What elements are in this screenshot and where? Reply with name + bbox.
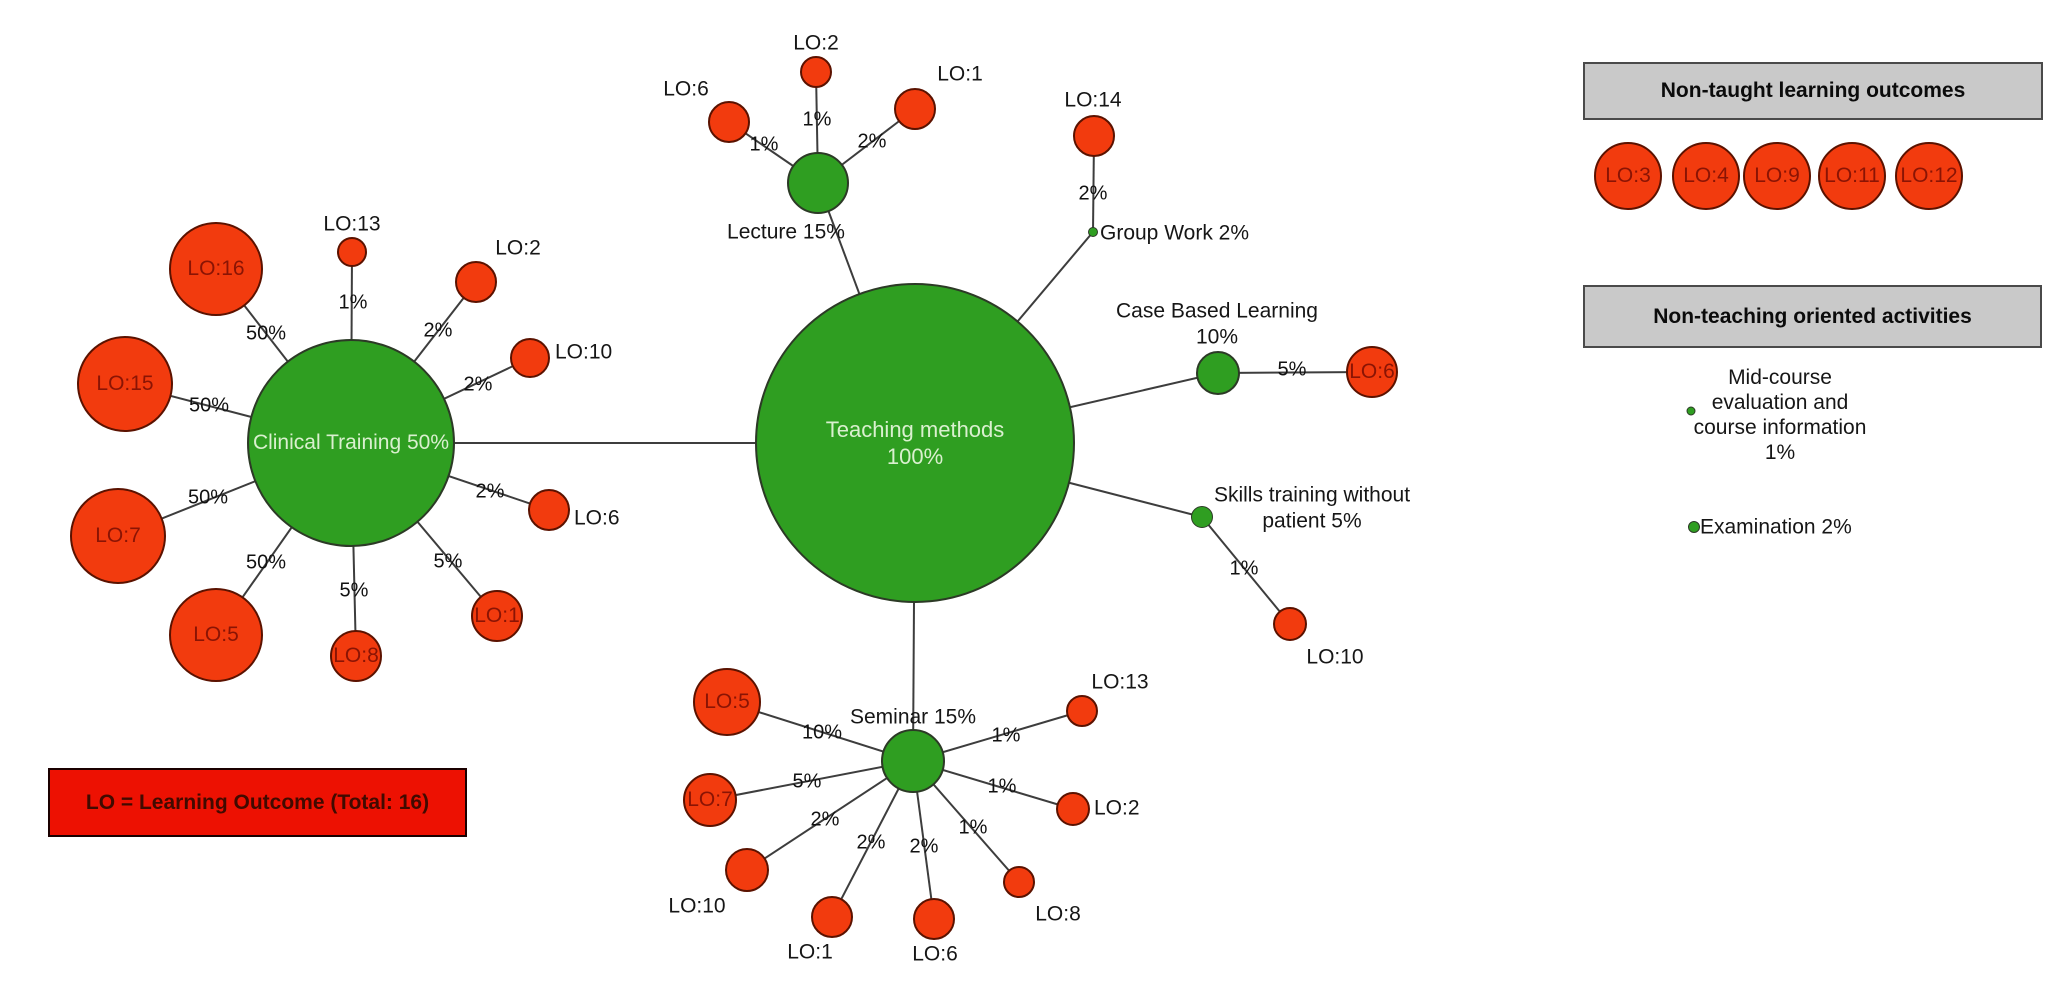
clinical-training-label: Clinical Training 50% bbox=[252, 430, 450, 454]
non-teaching-panel-title: Non-teaching oriented activities bbox=[1583, 285, 2042, 348]
groupwork-lo14-pct: 2% bbox=[1078, 182, 1108, 205]
node-seminar-lo7: LO:7 bbox=[683, 773, 737, 827]
node-seminar-lo1 bbox=[811, 896, 853, 938]
lecture-label: Lecture 15% bbox=[727, 220, 845, 244]
node-clinical-lo13 bbox=[337, 237, 367, 267]
clinical-lo6-pct: 2% bbox=[475, 480, 505, 503]
skills-training-label-line1: Skills training without bbox=[1213, 483, 1411, 507]
seminar-label: Seminar 15% bbox=[849, 705, 977, 729]
node-seminar-lo5: LO:5 bbox=[693, 668, 761, 736]
node-seminar-lo8 bbox=[1003, 866, 1035, 898]
node-groupwork-lo14 bbox=[1073, 115, 1115, 157]
node-lecture bbox=[787, 152, 849, 214]
node-seminar-lo10 bbox=[725, 848, 769, 892]
seminar-lo1-label: LO:1 bbox=[787, 940, 833, 964]
clinical-lo6-label: LO:6 bbox=[574, 506, 620, 530]
seminar-lo2-pct: 1% bbox=[987, 775, 1017, 798]
node-lecture-lo1 bbox=[894, 88, 936, 130]
node-lecture-lo2 bbox=[800, 56, 832, 88]
node-seminar bbox=[881, 729, 945, 793]
lecture-lo1-label: LO:1 bbox=[937, 62, 983, 86]
seminar-lo10-pct: 2% bbox=[810, 808, 840, 831]
cbl-lo6-pct: 5% bbox=[1277, 358, 1307, 381]
lecture-lo2-label: LO:2 bbox=[793, 31, 839, 55]
node-cbl-lo6: LO:6 bbox=[1346, 346, 1398, 398]
mid-course-dot bbox=[1686, 406, 1696, 416]
node-seminar-lo2 bbox=[1056, 792, 1090, 826]
node-clinical-lo5: LO:5 bbox=[169, 588, 263, 682]
clinical-lo5-pct: 50% bbox=[245, 551, 287, 574]
node-teaching-methods: Teaching methods 100% bbox=[755, 283, 1075, 603]
node-clinical-lo2 bbox=[455, 261, 497, 303]
node-nontaught-lo9: LO:9 bbox=[1743, 142, 1811, 210]
clinical-lo10-label: LO:10 bbox=[555, 340, 613, 364]
examination-dot bbox=[1688, 521, 1700, 533]
node-skills-training bbox=[1191, 506, 1213, 528]
seminar-lo10-label: LO:10 bbox=[668, 894, 726, 918]
node-seminar-lo6 bbox=[913, 898, 955, 940]
groupwork-lo14-label: LO:14 bbox=[1064, 88, 1122, 112]
skills-training-label-line2: patient 5% bbox=[1262, 509, 1362, 533]
lecture-lo1-pct: 2% bbox=[857, 130, 887, 153]
node-clinical-lo15: LO:15 bbox=[77, 336, 173, 432]
node-case-based-learning bbox=[1196, 351, 1240, 395]
node-clinical-lo10 bbox=[510, 338, 550, 378]
clinical-lo7-pct: 50% bbox=[187, 486, 229, 509]
lecture-lo6-pct: 1% bbox=[749, 133, 779, 156]
skills-lo10-pct: 1% bbox=[1229, 557, 1259, 580]
clinical-lo16-pct: 50% bbox=[245, 322, 287, 345]
skills-lo10-label: LO:10 bbox=[1306, 645, 1364, 669]
mid-course-label: Mid-course evaluation and course informa… bbox=[1693, 366, 1867, 464]
seminar-lo7-pct: 5% bbox=[792, 770, 822, 793]
group-work-label: Group Work 2% bbox=[1100, 221, 1249, 245]
clinical-lo13-pct: 1% bbox=[338, 291, 368, 314]
node-clinical-lo7: LO:7 bbox=[70, 488, 166, 584]
node-group-work bbox=[1088, 227, 1098, 237]
case-based-learning-label: Case Based Learning bbox=[1116, 299, 1318, 323]
seminar-lo13-label: LO:13 bbox=[1091, 670, 1149, 694]
node-nontaught-lo4: LO:4 bbox=[1672, 142, 1740, 210]
seminar-lo6-pct: 2% bbox=[909, 835, 939, 858]
clinical-lo2-label: LO:2 bbox=[495, 236, 541, 260]
node-clinical-lo1: LO:1 bbox=[471, 590, 523, 642]
seminar-lo6-label: LO:6 bbox=[912, 942, 958, 966]
clinical-lo10-pct: 2% bbox=[463, 373, 493, 396]
examination-label: Examination 2% bbox=[1700, 515, 1852, 539]
seminar-lo5-pct: 10% bbox=[801, 721, 843, 744]
node-clinical-training: Clinical Training 50% bbox=[247, 339, 455, 547]
seminar-lo1-pct: 2% bbox=[856, 831, 886, 854]
node-clinical-lo16: LO:16 bbox=[169, 222, 263, 316]
clinical-lo13-label: LO:13 bbox=[323, 212, 381, 236]
lecture-lo6-label: LO:6 bbox=[663, 77, 709, 101]
teaching-methods-label: Teaching methods 100% bbox=[825, 416, 1005, 470]
clinical-lo15-pct: 50% bbox=[188, 394, 230, 417]
seminar-lo8-pct: 1% bbox=[958, 816, 988, 839]
case-based-learning-pct: 10% bbox=[1195, 325, 1239, 349]
non-taught-panel-title: Non-taught learning outcomes bbox=[1583, 62, 2043, 120]
seminar-lo2-label: LO:2 bbox=[1094, 796, 1140, 820]
node-nontaught-lo12: LO:12 bbox=[1895, 142, 1963, 210]
lo-legend-box: LO = Learning Outcome (Total: 16) bbox=[48, 768, 467, 837]
clinical-lo8-pct: 5% bbox=[339, 579, 369, 602]
node-skills-lo10 bbox=[1273, 607, 1307, 641]
node-nontaught-lo11: LO:11 bbox=[1818, 142, 1886, 210]
node-clinical-lo8: LO:8 bbox=[330, 630, 382, 682]
seminar-lo8-label: LO:8 bbox=[1035, 902, 1081, 926]
node-seminar-lo13 bbox=[1066, 695, 1098, 727]
node-nontaught-lo3: LO:3 bbox=[1594, 142, 1662, 210]
lecture-lo2-pct: 1% bbox=[802, 108, 832, 131]
seminar-lo13-pct: 1% bbox=[991, 724, 1021, 747]
node-clinical-lo6 bbox=[528, 489, 570, 531]
clinical-lo1-pct: 5% bbox=[433, 550, 463, 573]
clinical-lo2-pct: 2% bbox=[423, 319, 453, 342]
node-lecture-lo6 bbox=[708, 101, 750, 143]
